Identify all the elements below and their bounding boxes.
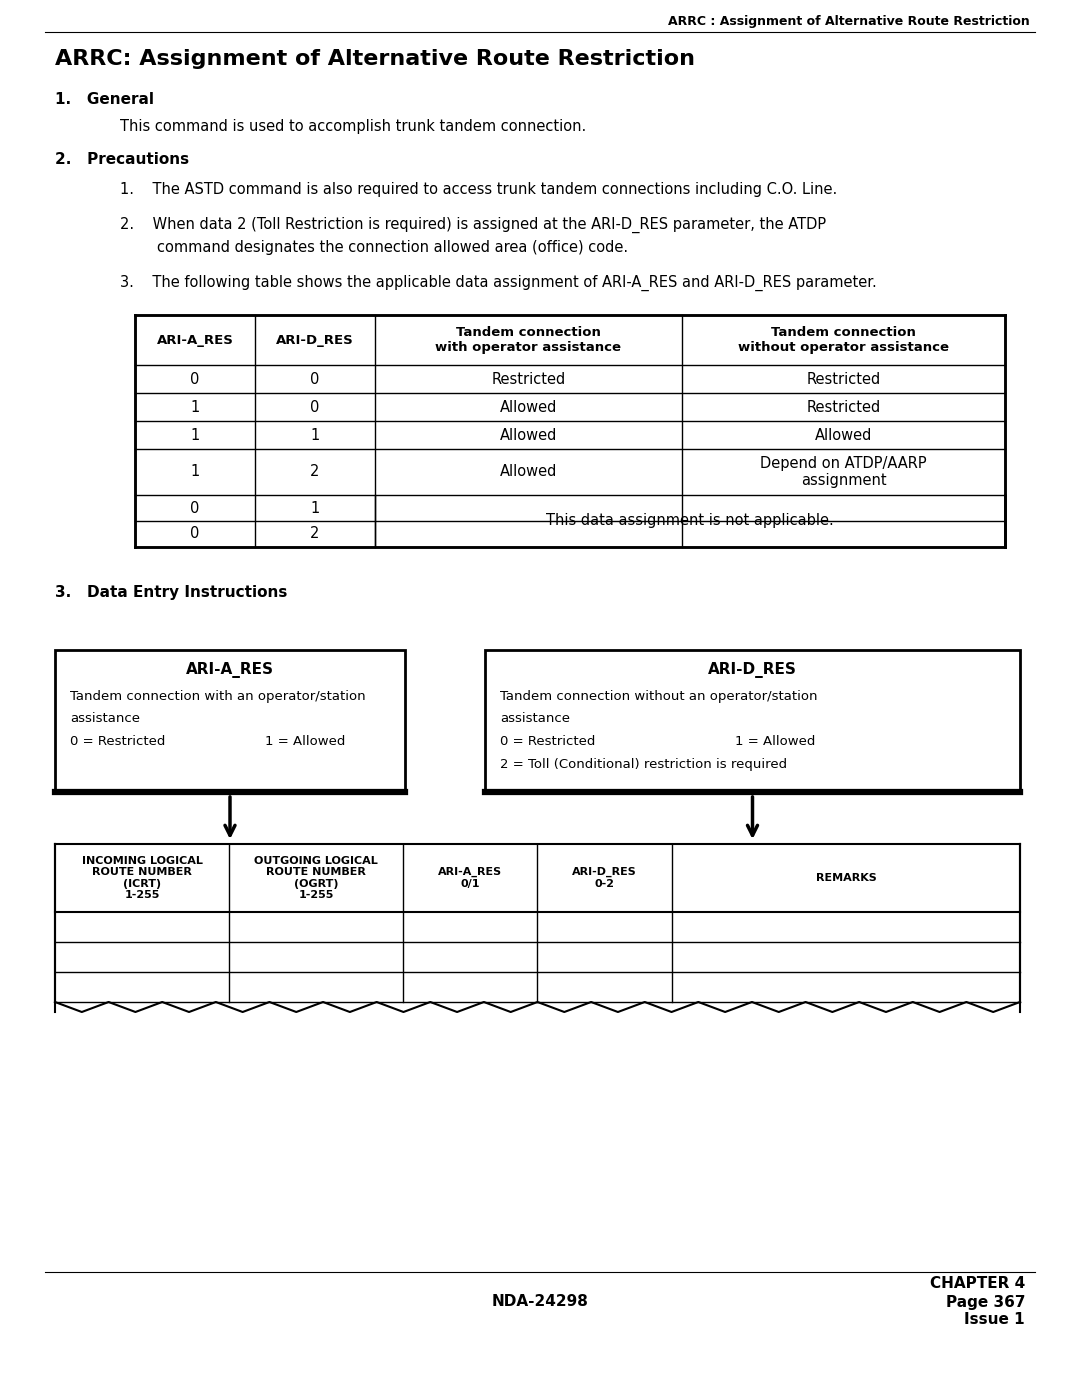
Text: 1.    The ASTD command is also required to access trunk tandem connections inclu: 1. The ASTD command is also required to … (120, 182, 837, 197)
Text: Allowed: Allowed (500, 464, 557, 479)
Text: 1.   General: 1. General (55, 92, 154, 108)
Text: 2.   Precautions: 2. Precautions (55, 152, 189, 168)
Bar (55, 650, 405, 792)
Text: 0: 0 (190, 527, 200, 542)
Text: INCOMING LOGICAL
ROUTE NUMBER
(ICRT)
1-255: INCOMING LOGICAL ROUTE NUMBER (ICRT) 1-2… (82, 855, 202, 901)
Text: 0 = Restricted: 0 = Restricted (70, 735, 165, 747)
Text: Tandem connection
without operator assistance: Tandem connection without operator assis… (738, 326, 949, 353)
Text: 0: 0 (190, 372, 200, 387)
Text: This data assignment is not applicable.: This data assignment is not applicable. (546, 514, 834, 528)
Text: Tandem connection
with operator assistance: Tandem connection with operator assistan… (435, 326, 621, 353)
Text: ARI-A_RES
0/1: ARI-A_RES 0/1 (438, 868, 502, 888)
Text: ARI-D_RES
0-2: ARI-D_RES 0-2 (572, 868, 637, 888)
Text: Allowed: Allowed (814, 427, 873, 443)
Text: 1: 1 (190, 400, 200, 415)
Text: 0: 0 (310, 372, 320, 387)
Text: 2 = Toll (Conditional) restriction is required: 2 = Toll (Conditional) restriction is re… (500, 759, 787, 771)
Text: Allowed: Allowed (500, 400, 557, 415)
Text: Page 367: Page 367 (945, 1295, 1025, 1309)
Text: 1: 1 (190, 427, 200, 443)
Text: 1 = Allowed: 1 = Allowed (735, 735, 815, 747)
Text: 2.    When data 2 (Toll Restriction is required) is assigned at the ARI-D_RES pa: 2. When data 2 (Toll Restriction is requ… (120, 217, 826, 233)
Text: ARI-D_RES: ARI-D_RES (708, 662, 797, 678)
Text: 1: 1 (190, 464, 200, 479)
Text: This command is used to accomplish trunk tandem connection.: This command is used to accomplish trunk… (120, 119, 586, 134)
Text: assistance: assistance (70, 712, 140, 725)
Bar (485, 650, 1020, 792)
Text: 0 = Restricted: 0 = Restricted (500, 735, 595, 747)
Text: 2: 2 (310, 527, 320, 542)
Text: Restricted: Restricted (491, 372, 566, 387)
Text: 1: 1 (310, 427, 320, 443)
Text: Issue 1: Issue 1 (964, 1313, 1025, 1327)
Text: 1: 1 (310, 500, 320, 515)
Text: ARRC: Assignment of Alternative Route Restriction: ARRC: Assignment of Alternative Route Re… (55, 49, 696, 68)
Text: 0: 0 (310, 400, 320, 415)
Bar (55, 844, 1020, 1002)
Text: ARI-A_RES: ARI-A_RES (157, 334, 233, 346)
Text: REMARKS: REMARKS (815, 873, 876, 883)
Text: 1 = Allowed: 1 = Allowed (265, 735, 346, 747)
Text: ARI-D_RES: ARI-D_RES (275, 334, 353, 346)
Text: OUTGOING LOGICAL
ROUTE NUMBER
(OGRT)
1-255: OUTGOING LOGICAL ROUTE NUMBER (OGRT) 1-2… (254, 855, 378, 901)
Text: Restricted: Restricted (807, 372, 880, 387)
Text: Tandem connection without an operator/station: Tandem connection without an operator/st… (500, 690, 818, 703)
Text: ARRC : Assignment of Alternative Route Restriction: ARRC : Assignment of Alternative Route R… (669, 15, 1030, 28)
Text: 2: 2 (310, 464, 320, 479)
Text: 3.    The following table shows the applicable data assignment of ARI-A_RES and : 3. The following table shows the applica… (120, 275, 877, 291)
Text: Depend on ATDP/AARP
assignment: Depend on ATDP/AARP assignment (760, 455, 927, 488)
Text: NDA-24298: NDA-24298 (491, 1295, 589, 1309)
Text: assistance: assistance (500, 712, 570, 725)
Text: Tandem connection with an operator/station: Tandem connection with an operator/stati… (70, 690, 366, 703)
Text: Allowed: Allowed (500, 427, 557, 443)
Text: 0: 0 (190, 500, 200, 515)
Text: Restricted: Restricted (807, 400, 880, 415)
Bar (375, 495, 1005, 548)
Text: ARI-A_RES: ARI-A_RES (186, 662, 274, 678)
Text: command designates the connection allowed area (office) code.: command designates the connection allowe… (120, 240, 629, 256)
Bar (135, 314, 1005, 548)
Text: 3.   Data Entry Instructions: 3. Data Entry Instructions (55, 585, 287, 599)
Text: CHAPTER 4: CHAPTER 4 (930, 1277, 1025, 1291)
